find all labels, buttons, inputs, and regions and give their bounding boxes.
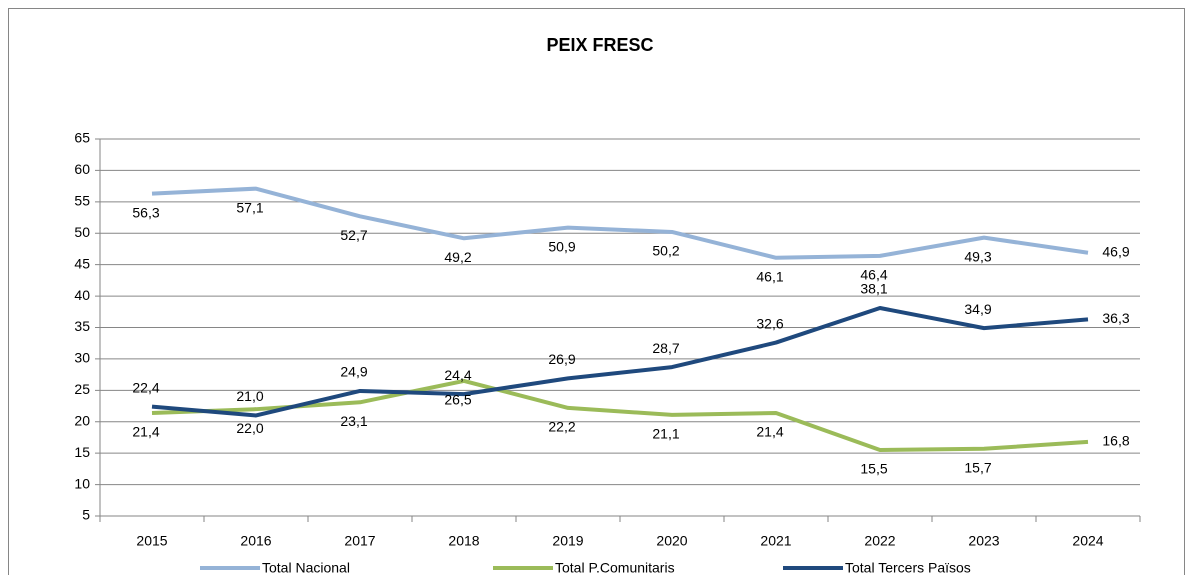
data-label: 49,3 <box>964 248 991 264</box>
y-tick-label: 65 <box>74 130 90 146</box>
data-label: 22,2 <box>548 419 575 435</box>
chart-title: PEIX FRESC <box>546 35 653 55</box>
data-label: 26,5 <box>444 392 471 408</box>
data-label: 46,9 <box>1102 243 1129 259</box>
x-tick-label: 2020 <box>656 533 687 549</box>
data-label: 24,9 <box>340 364 367 380</box>
data-label: 21,0 <box>236 388 263 404</box>
data-label: 15,7 <box>964 459 991 475</box>
y-tick-label: 55 <box>74 193 90 209</box>
y-tick-label: 5 <box>82 507 90 523</box>
data-label: 21,4 <box>756 424 783 440</box>
data-label: 46,1 <box>756 268 783 284</box>
x-tick-label: 2017 <box>344 533 375 549</box>
data-label: 34,9 <box>964 301 991 317</box>
data-label: 50,2 <box>652 243 679 259</box>
data-label: 15,5 <box>860 461 887 477</box>
data-label: 36,3 <box>1102 310 1129 326</box>
x-tick-label: 2022 <box>864 533 895 549</box>
data-label: 56,3 <box>132 204 159 220</box>
series-line <box>151 186 1089 260</box>
y-tick-label: 10 <box>74 475 90 491</box>
data-label: 21,4 <box>132 424 159 440</box>
x-tick-label: 2016 <box>240 533 271 549</box>
x-tick-label: 2023 <box>968 533 999 549</box>
y-tick-label: 40 <box>74 287 90 303</box>
data-label: 22,4 <box>132 379 159 395</box>
y-tick-label: 20 <box>74 412 90 428</box>
data-label: 24,4 <box>444 367 471 383</box>
series-line <box>151 378 1089 453</box>
data-label: 16,8 <box>1102 433 1129 449</box>
data-label: 23,1 <box>340 413 367 429</box>
y-tick-label: 50 <box>74 224 90 240</box>
x-tick-label: 2019 <box>552 533 583 549</box>
data-label: 52,7 <box>340 227 367 243</box>
y-tick-label: 25 <box>74 381 90 397</box>
data-label: 32,6 <box>756 315 783 331</box>
data-label: 28,7 <box>652 340 679 356</box>
data-label: 26,9 <box>548 351 575 367</box>
x-tick-label: 2015 <box>136 533 167 549</box>
data-label: 22,0 <box>236 420 263 436</box>
y-tick-label: 60 <box>74 161 90 177</box>
data-label: 38,1 <box>860 281 887 297</box>
x-tick-label: 2021 <box>760 533 791 549</box>
chart-frame <box>8 8 1185 575</box>
y-tick-label: 30 <box>74 350 90 366</box>
legend-label: Total P.Comunitaris <box>555 560 675 575</box>
x-tick-label: 2018 <box>448 533 479 549</box>
data-label: 49,2 <box>444 249 471 265</box>
data-label: 46,4 <box>860 267 887 283</box>
series-line <box>151 306 1089 418</box>
legend-label: Total Nacional <box>262 560 350 575</box>
x-tick-label: 2024 <box>1072 533 1103 549</box>
data-label: 21,1 <box>652 426 679 442</box>
legend-label: Total Tercers Països <box>845 560 971 575</box>
y-tick-label: 45 <box>74 255 90 271</box>
data-label: 50,9 <box>548 238 575 254</box>
y-tick-label: 35 <box>74 318 90 334</box>
data-label: 57,1 <box>236 199 263 215</box>
y-tick-label: 15 <box>74 444 90 460</box>
